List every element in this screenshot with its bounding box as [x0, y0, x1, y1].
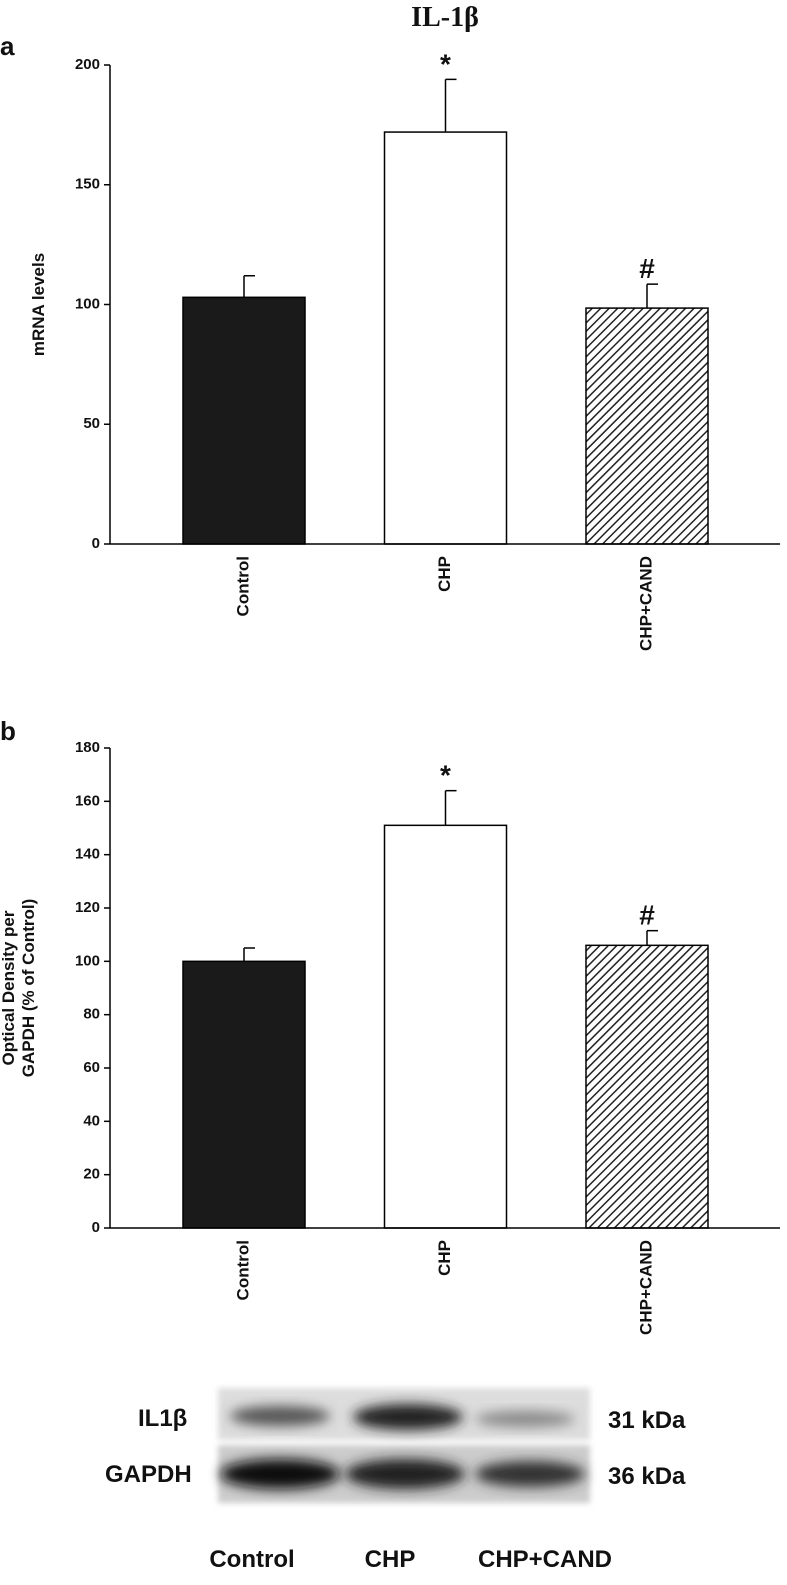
- band: [475, 1461, 585, 1487]
- y-tick-label: 140: [75, 846, 100, 863]
- bar: [585, 944, 709, 1229]
- y-tick-label: 150: [75, 176, 100, 193]
- blot-lane-label: CHP+CAND: [478, 1546, 612, 1573]
- blot-row-label: IL1β: [138, 1405, 187, 1432]
- x-tick-label: CHP+CAND: [636, 556, 655, 651]
- y-tick-label: 80: [83, 1006, 100, 1023]
- y-tick-label: 200: [75, 56, 100, 73]
- bar: [383, 131, 508, 545]
- y-tick-label: 0: [92, 1219, 100, 1236]
- band: [353, 1404, 463, 1430]
- annotation: *: [440, 48, 451, 79]
- y-tick-label: 50: [83, 415, 100, 432]
- bar: [585, 307, 709, 545]
- annotation: #: [639, 253, 655, 284]
- blot-lane-label: CHP: [365, 1546, 416, 1573]
- chart-title: IL-1β: [411, 2, 479, 33]
- annotation: *: [440, 760, 451, 791]
- annotation: #: [639, 900, 655, 931]
- y-axis-label: mRNA levels: [29, 253, 48, 356]
- bar: [182, 296, 306, 545]
- panel-label: b: [0, 716, 16, 746]
- y-tick-label: 120: [75, 899, 100, 916]
- blot-row-label: GAPDH: [105, 1461, 192, 1488]
- bar: [182, 960, 306, 1229]
- panel-label: a: [0, 31, 15, 61]
- blot: IL1β GAPDH 31 kDa 36 kDa Control CHP CHP…: [105, 1388, 686, 1573]
- x-tick-label: CHP: [435, 1240, 454, 1276]
- y-tick-label: 0: [92, 535, 100, 552]
- y-axis-label: Optical Density per: [0, 910, 18, 1065]
- y-tick-label: 60: [83, 1059, 100, 1076]
- bar: [383, 824, 508, 1229]
- x-tick-label: Control: [233, 1240, 252, 1300]
- band: [220, 1459, 340, 1489]
- y-tick-label: 40: [83, 1112, 100, 1129]
- x-tick-label: Control: [233, 556, 252, 616]
- band: [475, 1411, 575, 1427]
- band: [230, 1406, 330, 1426]
- y-tick-label: 20: [83, 1166, 100, 1183]
- y-tick-label: 160: [75, 792, 100, 809]
- y-tick-label: 100: [75, 295, 100, 312]
- blot-size: 31 kDa: [608, 1407, 686, 1434]
- y-tick-label: 180: [75, 739, 100, 756]
- y-tick-label: 100: [75, 952, 100, 969]
- blot-lane-label: Control: [209, 1546, 294, 1573]
- y-axis-label: GAPDH (% of Control): [19, 899, 38, 1077]
- band: [345, 1459, 465, 1489]
- x-tick-label: CHP: [435, 556, 454, 592]
- x-tick-label: CHP+CAND: [636, 1240, 655, 1335]
- blot-size: 36 kDa: [608, 1463, 686, 1490]
